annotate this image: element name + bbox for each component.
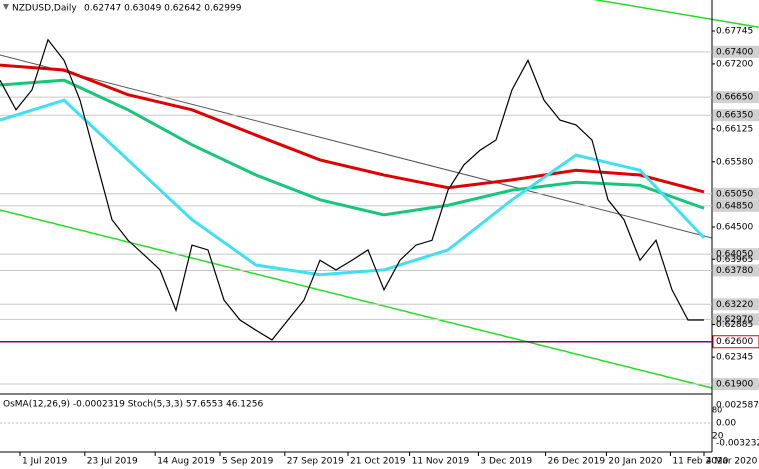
y-tick-label: 0.62885 (716, 320, 753, 330)
indicator-label: 0.0025874 (716, 401, 759, 411)
channel-line (592, 0, 759, 29)
y-tick-label: 0.65580 (716, 157, 753, 167)
moving-average (0, 98, 706, 277)
x-tick-label: 11 Nov 2019 (412, 457, 470, 467)
y-tick-label: 0.64500 (716, 222, 753, 232)
x-tick-label: 20 Jan 2020 (608, 457, 662, 467)
level-label-box (713, 298, 759, 311)
indicator-label: -0.003232 (716, 439, 759, 449)
level-label: 0.63220 (716, 300, 753, 310)
x-tick-label: 14 Aug 2019 (157, 457, 215, 467)
level-label-box (713, 109, 759, 122)
level-label: 0.63780 (716, 266, 753, 276)
level-label-box (713, 199, 759, 212)
x-tick-label: 3 Dec 2019 (480, 457, 532, 467)
y-tick-label: 0.66125 (716, 124, 753, 134)
y-tick-label: 0.63965 (716, 255, 753, 265)
key-level-box (712, 335, 759, 349)
level-label: 0.64050 (716, 250, 753, 260)
price-line (0, 38, 704, 341)
indicator-label: 20 (712, 432, 724, 442)
trend-line (0, 54, 713, 239)
x-tick-label: 5 Sep 2019 (222, 457, 274, 467)
key-level-label: 0.62600 (716, 337, 753, 347)
indicator-title: OsMA(12,26,9) -0.0002319 Stoch(5,3,3) 57… (3, 400, 263, 410)
x-tick-label: 1 Jul 2019 (22, 457, 67, 467)
x-tick-label: 23 Jul 2019 (87, 457, 138, 467)
level-label: 0.62970 (716, 315, 753, 325)
x-tick-label: 26 Dec 2019 (548, 457, 606, 467)
icon (3, 4, 9, 10)
level-label: 0.67400 (716, 47, 753, 57)
level-label-box (713, 91, 759, 104)
level-label: 0.66350 (716, 111, 753, 121)
moving-average (0, 78, 705, 217)
channel-line (0, 209, 713, 389)
level-label-box (713, 187, 759, 200)
y-tick-label: 0.62345 (716, 353, 753, 363)
level-label-box (713, 378, 759, 391)
level-label-box (713, 264, 759, 277)
indicator-label: 80 (712, 406, 722, 415)
level-label: 0.66650 (716, 93, 753, 103)
x-tick-label: 27 Sep 2019 (287, 457, 344, 467)
level-label: 0.64850 (716, 201, 753, 211)
x-tick-label: 11 Feb 2020 (672, 457, 728, 467)
x-tick-label: 4 Mar 2020 (706, 457, 758, 467)
level-label-box (713, 45, 759, 58)
level-label: 0.65050 (716, 189, 753, 199)
level-label-box (713, 313, 759, 326)
chart-subtitle: 0.62747 0.63049 0.62642 0.62999 (84, 4, 242, 14)
indicator-label: 0.00 (716, 419, 736, 429)
chart-title: NZDUSD,Daily (12, 4, 77, 14)
y-tick-label: 0.67200 (716, 59, 753, 69)
y-tick-label: 0.67745 (716, 26, 753, 36)
x-tick-label: 21 Oct 2019 (350, 457, 406, 467)
moving-average (0, 63, 705, 194)
level-label: 0.61900 (716, 380, 753, 390)
level-label-box (713, 248, 759, 261)
